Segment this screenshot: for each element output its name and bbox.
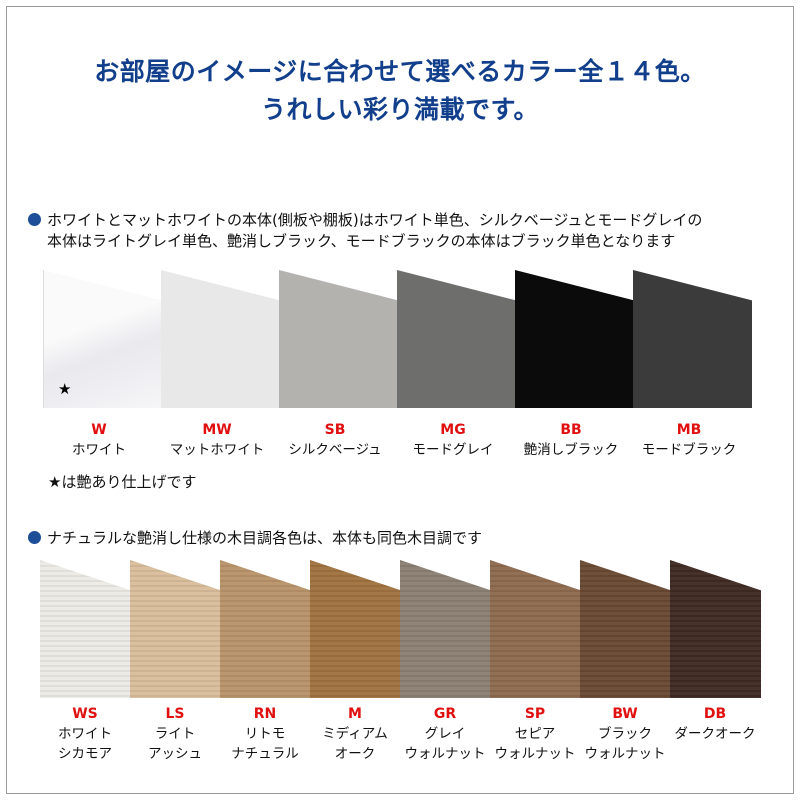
color-swatch-mw	[161, 270, 280, 408]
color-name-1: ライト	[154, 726, 196, 742]
color-swatch-db	[670, 560, 761, 698]
color-code: RN	[253, 706, 277, 722]
bullet-icon	[28, 213, 41, 226]
color-name-2: ウォルナット	[494, 746, 576, 762]
wood-swatch-row	[40, 560, 761, 698]
solid-swatch-row: ★	[43, 270, 752, 408]
color-code: SB	[324, 422, 346, 438]
color-label: WS ホワイトシカモア	[40, 704, 130, 764]
color-name-2: シカモア	[58, 746, 112, 762]
wood-label-row: WS ホワイトシカモア LS ライトアッシュ RN リトモナチュラル M ミディアムオーク GR…	[40, 704, 760, 764]
note-text: ナチュラルな艶消し仕様の木目調各色は、本体も同色木目調です	[47, 529, 483, 547]
color-code: M	[348, 706, 362, 722]
color-name-1: グレイ	[424, 726, 466, 742]
color-name-1: ダークオーク	[674, 726, 756, 742]
color-code: GR	[433, 706, 457, 722]
color-label: W ホワイト	[40, 420, 158, 460]
color-swatch-sp	[490, 560, 581, 698]
color-code: BW	[612, 706, 638, 722]
color-label: LS ライトアッシュ	[130, 704, 220, 764]
color-swatch-bb	[515, 270, 634, 408]
star-note: ★は艶あり仕上げです	[48, 473, 197, 491]
color-swatch-rn	[220, 560, 311, 698]
color-code: MW	[202, 422, 232, 438]
color-name-2: オーク	[334, 746, 376, 762]
color-name-2: ナチュラル	[231, 746, 299, 762]
color-code: LS	[165, 706, 185, 722]
headline-line1: お部屋のイメージに合わせて選べるカラー全１４色。	[94, 57, 706, 86]
color-name: モードグレイ	[412, 442, 494, 458]
color-label: SB シルクベージュ	[276, 420, 394, 460]
color-name-1: セピア	[514, 726, 556, 742]
color-label: MG モードグレイ	[394, 420, 512, 460]
color-code: WS	[72, 706, 98, 722]
color-swatch-bw	[580, 560, 671, 698]
color-swatch-ws	[40, 560, 131, 698]
color-code: SP	[524, 706, 546, 722]
color-swatch-ls	[130, 560, 221, 698]
color-name-1: リトモ	[244, 726, 286, 742]
star-icon: ★	[58, 380, 72, 398]
color-name: ホワイト	[72, 442, 126, 458]
color-swatch-m	[310, 560, 401, 698]
color-label: BW ブラックウォルナット	[580, 704, 670, 764]
color-label: M ミディアムオーク	[310, 704, 400, 764]
note-line2: 本体はライトグレイ単色、艶消しブラック、モードブラックの本体はブラック単色となり…	[47, 232, 676, 250]
color-name-1: ブラック	[598, 726, 652, 742]
color-name: モードブラック	[641, 442, 737, 458]
section1-note: ホワイトとマットホワイトの本体(側板や棚板)はホワイト単色、シルクベージュとモー…	[28, 210, 702, 252]
color-swatch-mb	[633, 270, 752, 408]
color-label: SP セピアウォルナット	[490, 704, 580, 764]
color-code: MB	[676, 422, 702, 438]
color-label: BB 艶消しブラック	[512, 420, 630, 460]
color-name: 艶消しブラック	[523, 442, 619, 458]
color-swatch-gr	[400, 560, 491, 698]
color-name-2: ウォルナット	[584, 746, 666, 762]
headline-line2: うれしい彩り満載です。	[260, 95, 539, 124]
color-label: GR グレイウォルナット	[400, 704, 490, 764]
color-label: DB ダークオーク	[670, 704, 760, 764]
note-line1: ホワイトとマットホワイトの本体(側板や棚板)はホワイト単色、シルクベージュとモー…	[47, 211, 703, 229]
color-name-1: ホワイト	[58, 726, 112, 742]
color-swatch-mg	[397, 270, 516, 408]
color-code: BB	[560, 422, 582, 438]
color-code: DB	[703, 706, 727, 722]
page-frame	[6, 6, 794, 794]
color-code: MG	[440, 422, 466, 438]
color-code: W	[91, 422, 107, 438]
solid-label-row: W ホワイト MW マットホワイト SB シルクベージュ MG モードグレイ BB 艶消しブラック…	[40, 420, 748, 460]
color-name: シルクベージュ	[288, 442, 382, 458]
color-name-2: アッシュ	[148, 746, 202, 762]
color-label: MB モードブラック	[630, 420, 748, 460]
color-swatch-w: ★	[43, 270, 162, 408]
color-name-2: ウォルナット	[404, 746, 486, 762]
color-label: RN リトモナチュラル	[220, 704, 310, 764]
bullet-icon	[28, 531, 41, 544]
color-name-1: ミディアム	[322, 726, 388, 742]
color-swatch-sb	[279, 270, 398, 408]
section2-note: ナチュラルな艶消し仕様の木目調各色は、本体も同色木目調です	[28, 528, 482, 549]
color-name: マットホワイト	[169, 442, 265, 458]
color-label: MW マットホワイト	[158, 420, 276, 460]
